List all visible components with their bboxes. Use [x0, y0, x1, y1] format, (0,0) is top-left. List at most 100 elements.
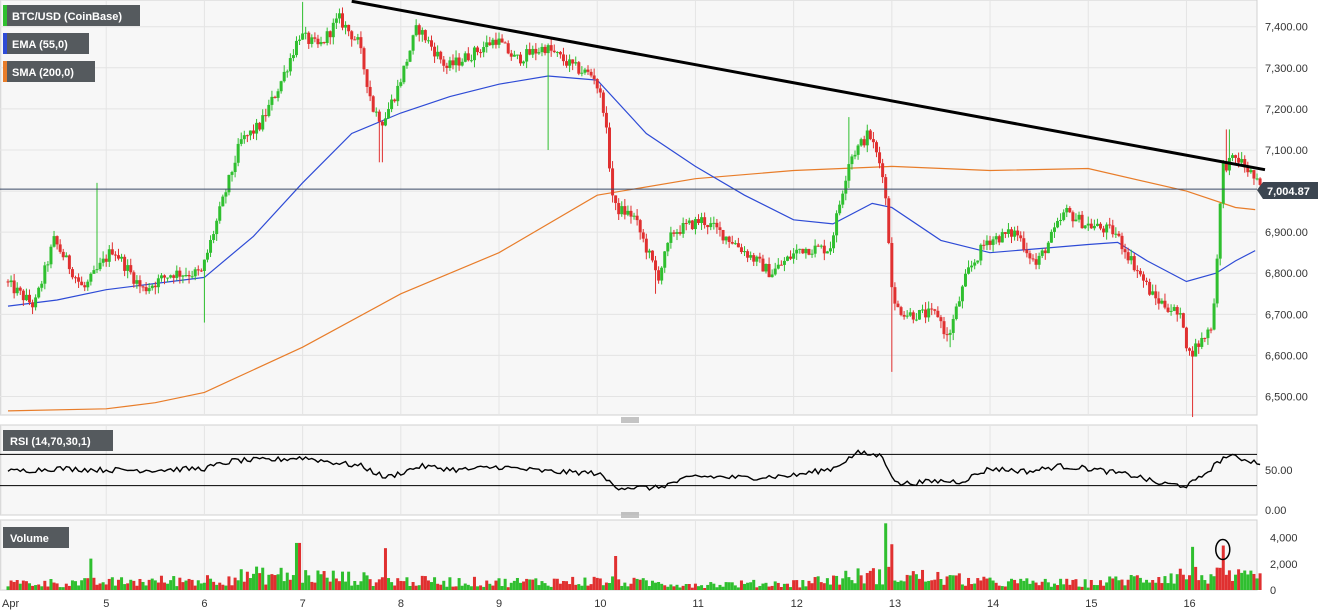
volume-bar-18	[61, 587, 65, 590]
volume-bar-262	[810, 583, 814, 590]
candle-body-87	[273, 96, 277, 98]
candle-body-79	[248, 130, 252, 136]
volume-bar-25	[83, 578, 87, 590]
candle-body-330	[1019, 235, 1023, 239]
candle-body-26	[86, 281, 90, 288]
volume-bar-147	[457, 578, 461, 590]
candle-body-265	[819, 245, 823, 247]
candle-body-32	[104, 258, 108, 262]
candle-body-53	[169, 275, 173, 278]
volume-bar-49	[156, 582, 160, 590]
volume-bar-256	[792, 580, 796, 590]
candle-body-243	[752, 255, 756, 262]
volume-bar-248	[767, 586, 771, 590]
candle-body-124	[387, 109, 391, 119]
candle-body-340	[1049, 231, 1053, 243]
volume-bar-233	[721, 586, 725, 590]
candle-body-10	[37, 287, 41, 298]
volume-bar-34	[110, 577, 114, 590]
volume-bar-247	[764, 582, 768, 590]
volume-bar-90	[282, 581, 286, 590]
volume-bar-99	[310, 581, 314, 590]
volume-bar-75	[236, 580, 240, 590]
candle-body-36	[116, 255, 120, 259]
legend-volume[interactable]: Volume	[3, 527, 69, 548]
candle-body-101	[316, 38, 320, 45]
candle-body-236	[730, 241, 734, 244]
candle-body-151	[469, 60, 473, 62]
candle-body-157	[488, 42, 492, 46]
candle-body-58	[184, 275, 188, 277]
volume-bar-177	[549, 586, 553, 590]
candle-body-233	[721, 229, 725, 241]
candle-body-206	[638, 220, 642, 233]
time-tick-label-1: 5	[103, 598, 109, 610]
volume-tick-label-2: 0	[1270, 585, 1276, 597]
volume-bar-345	[1065, 578, 1069, 590]
volume-bar-328	[1013, 579, 1017, 590]
volume-panel-bg	[0, 519, 1258, 591]
volume-bar-163	[506, 587, 510, 590]
volume-bar-228	[706, 584, 710, 590]
candle-body-30	[98, 262, 102, 270]
candle-body-40	[129, 265, 133, 273]
splitter-handle-volume[interactable]	[621, 512, 639, 518]
candle-body-106	[331, 22, 335, 38]
volume-bar-216	[669, 584, 673, 590]
volume-bar-261	[807, 580, 811, 590]
time-tick-label-0: Apr	[2, 598, 19, 610]
candle-body-205	[635, 215, 639, 221]
candle-body-88	[276, 91, 280, 98]
candle-body-118	[368, 86, 372, 97]
rsi-tick-label-0: 50.00	[1265, 465, 1293, 477]
candle-body-119	[371, 96, 375, 112]
volume-bar-48	[153, 580, 157, 590]
candle-body-392	[1209, 329, 1213, 331]
candle-body-146	[454, 57, 458, 66]
candle-body-28	[92, 270, 96, 274]
legend-ema[interactable]: EMA (55,0)	[3, 33, 89, 54]
volume-bar-280	[865, 573, 869, 590]
volume-bar-52	[166, 583, 170, 590]
candle-body-294	[908, 312, 912, 316]
candle-body-345	[1065, 207, 1069, 213]
candle-body-108	[337, 13, 341, 19]
candle-body-349	[1077, 214, 1081, 220]
volume-bar-405	[1249, 570, 1253, 590]
candle-body-361	[1114, 233, 1118, 235]
candle-body-276	[853, 154, 857, 157]
volume-bar-47	[150, 578, 154, 590]
candle-body-313	[967, 267, 971, 274]
legend-rsi-bg	[3, 430, 113, 451]
candle-body-394	[1215, 258, 1219, 304]
volume-bar-391	[1206, 583, 1210, 590]
candle-body-261	[807, 248, 811, 255]
volume-bar-131	[408, 585, 412, 590]
volume-bar-207	[641, 578, 645, 590]
candle-body-228	[706, 225, 710, 228]
candle-body-167	[518, 54, 522, 64]
candle-body-339	[1046, 242, 1050, 254]
legend-instrument[interactable]: BTC/USD (CoinBase)	[3, 5, 140, 26]
candle-body-163	[506, 43, 510, 54]
legend-sma[interactable]: SMA (200,0)	[3, 61, 95, 82]
volume-bar-238	[736, 587, 740, 590]
volume-bar-5	[21, 580, 25, 590]
volume-bar-396	[1221, 545, 1225, 590]
volume-bar-37	[120, 577, 124, 590]
candle-body-229	[709, 223, 713, 228]
legend-rsi[interactable]: RSI (14,70,30,1)	[3, 430, 113, 451]
volume-bar-275	[850, 580, 854, 590]
volume-bar-339	[1046, 582, 1050, 590]
volume-bar-31	[101, 582, 105, 590]
candle-body-4	[18, 287, 22, 291]
candle-body-201	[623, 206, 627, 215]
volume-bar-140	[436, 583, 440, 590]
candle-body-407	[1255, 178, 1259, 180]
splitter-handle-rsi[interactable]	[621, 417, 639, 423]
candle-body-103	[322, 42, 326, 44]
candle-body-117	[365, 69, 369, 87]
volume-bar-220	[681, 585, 685, 590]
volume-bar-105	[328, 581, 332, 590]
